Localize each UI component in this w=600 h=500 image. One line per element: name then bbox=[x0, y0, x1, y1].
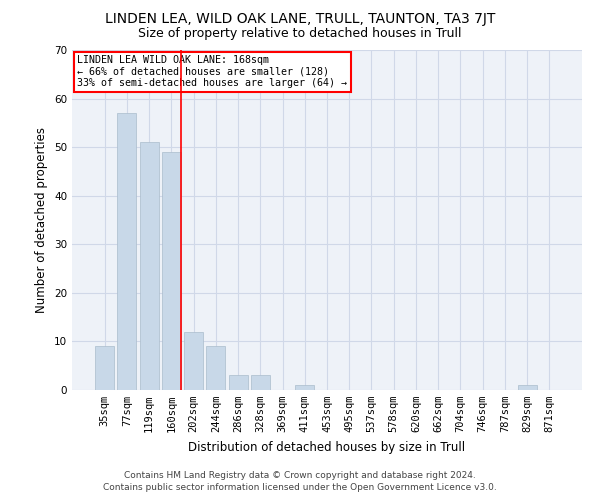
Text: LINDEN LEA WILD OAK LANE: 168sqm
← 66% of detached houses are smaller (128)
33% : LINDEN LEA WILD OAK LANE: 168sqm ← 66% o… bbox=[77, 55, 347, 88]
Text: Size of property relative to detached houses in Trull: Size of property relative to detached ho… bbox=[138, 28, 462, 40]
Bar bbox=[295, 385, 314, 390]
Bar bbox=[140, 142, 158, 390]
Bar bbox=[162, 152, 181, 390]
Bar bbox=[118, 113, 136, 390]
Bar bbox=[518, 385, 536, 390]
Y-axis label: Number of detached properties: Number of detached properties bbox=[35, 127, 49, 313]
Bar bbox=[206, 346, 225, 390]
Bar bbox=[184, 332, 203, 390]
Bar bbox=[251, 376, 270, 390]
Bar bbox=[95, 346, 114, 390]
Text: LINDEN LEA, WILD OAK LANE, TRULL, TAUNTON, TA3 7JT: LINDEN LEA, WILD OAK LANE, TRULL, TAUNTO… bbox=[105, 12, 495, 26]
Text: Contains HM Land Registry data © Crown copyright and database right 2024.
Contai: Contains HM Land Registry data © Crown c… bbox=[103, 471, 497, 492]
Bar bbox=[229, 376, 248, 390]
X-axis label: Distribution of detached houses by size in Trull: Distribution of detached houses by size … bbox=[188, 440, 466, 454]
